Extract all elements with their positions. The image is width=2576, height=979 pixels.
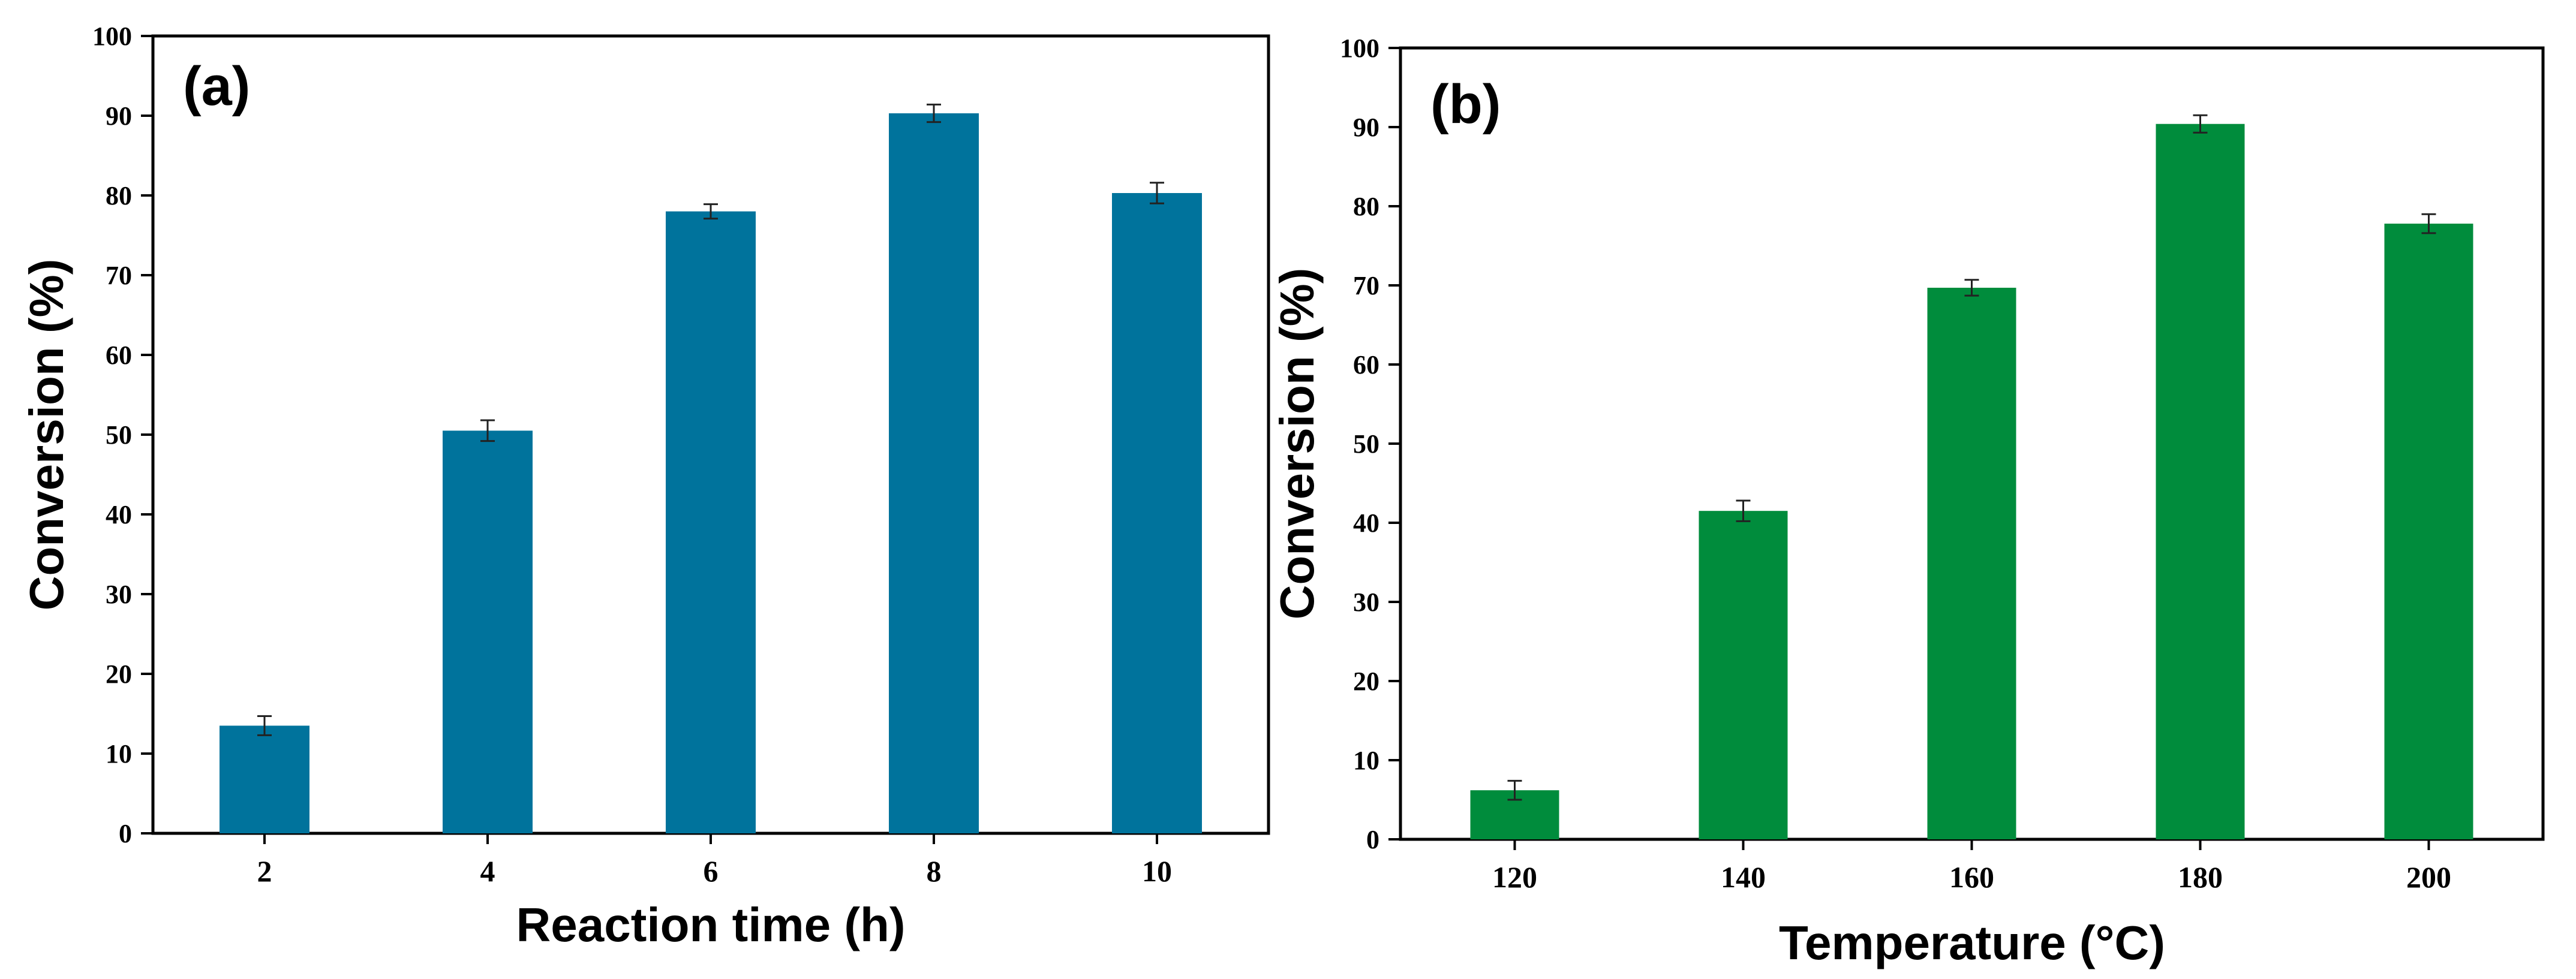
- bar-4: [443, 430, 533, 833]
- y-tick-label: 60: [1353, 350, 1379, 379]
- bar-6: [666, 211, 756, 834]
- y-tick-label: 40: [1353, 508, 1379, 538]
- bar-140: [1699, 511, 1788, 839]
- y-tick-label: 20: [106, 659, 132, 689]
- y-tick-label: 60: [106, 341, 132, 370]
- x-tick-label: 8: [927, 854, 942, 888]
- bar-180: [2156, 123, 2245, 840]
- y-tick-label: 40: [106, 500, 132, 529]
- y-tick-label: 90: [106, 101, 132, 131]
- y-tick-label: 10: [1353, 746, 1379, 775]
- x-axis-label: Temperature (°C): [1779, 916, 2165, 969]
- x-tick-label: 180: [2178, 860, 2223, 894]
- y-tick-label: 20: [1353, 667, 1379, 696]
- y-axis-label: Conversion (%): [1270, 268, 1324, 620]
- bar-200: [2384, 224, 2473, 839]
- panel-label: (b): [1430, 74, 1501, 135]
- y-tick-label: 100: [92, 22, 132, 51]
- bar-2: [220, 725, 309, 833]
- x-tick-label: 120: [1492, 860, 1537, 894]
- y-tick-label: 50: [1353, 429, 1379, 459]
- x-tick-label: 10: [1142, 854, 1172, 888]
- error-bars-group: [1507, 114, 2436, 801]
- x-tick-label: 200: [2406, 860, 2451, 894]
- y-axis-label: Conversion (%): [20, 259, 73, 611]
- x-tick-label: 6: [704, 854, 719, 888]
- y-tick-label: 70: [106, 261, 132, 290]
- y-tick-label: 0: [119, 819, 132, 848]
- y-tick-label: 90: [1353, 113, 1379, 142]
- y-tick-label: 50: [106, 420, 132, 450]
- bars-group: [220, 113, 1202, 834]
- x-tick-label: 140: [1721, 860, 1766, 894]
- x-axis-label: Reaction time (h): [516, 898, 906, 951]
- y-tick-label: 80: [1353, 192, 1379, 221]
- y-ticks-group: 0 10 20 30 40 50 60 70 80 90 100: [92, 22, 153, 848]
- bar-8: [889, 113, 979, 833]
- x-ticks-group: 120 140 160 180 200: [1492, 839, 2451, 894]
- y-ticks-group: 0 10 20 30 40 50 60 70 80 90 100: [1340, 34, 1400, 854]
- y-tick-label: 80: [106, 181, 132, 210]
- bar-160: [1927, 287, 2016, 840]
- panel-b: 0 10 20 30 40 50 60 70 80 90 100 120 140 160 180 200 (…: [1270, 34, 2545, 969]
- error-bars-group: [257, 103, 1164, 736]
- x-tick-label: 2: [257, 854, 272, 888]
- y-tick-label: 10: [106, 739, 132, 769]
- y-tick-label: 30: [1353, 588, 1379, 617]
- y-tick-label: 70: [1353, 271, 1379, 300]
- x-ticks-group: 2 4 6 8 10: [257, 833, 1172, 888]
- bars-group: [1470, 123, 2473, 840]
- x-tick-label: 160: [1949, 860, 1994, 894]
- bar-10: [1112, 193, 1202, 833]
- x-tick-label: 4: [480, 854, 495, 888]
- panel-label: (a): [183, 56, 250, 117]
- y-tick-label: 30: [106, 580, 132, 609]
- panel-a: 0 10 20 30 40 50 60 70 80 90 100 2 4 6 8 10 (a) Reacti…: [20, 22, 1270, 951]
- y-tick-label: 100: [1340, 34, 1379, 63]
- y-tick-label: 0: [1366, 825, 1379, 854]
